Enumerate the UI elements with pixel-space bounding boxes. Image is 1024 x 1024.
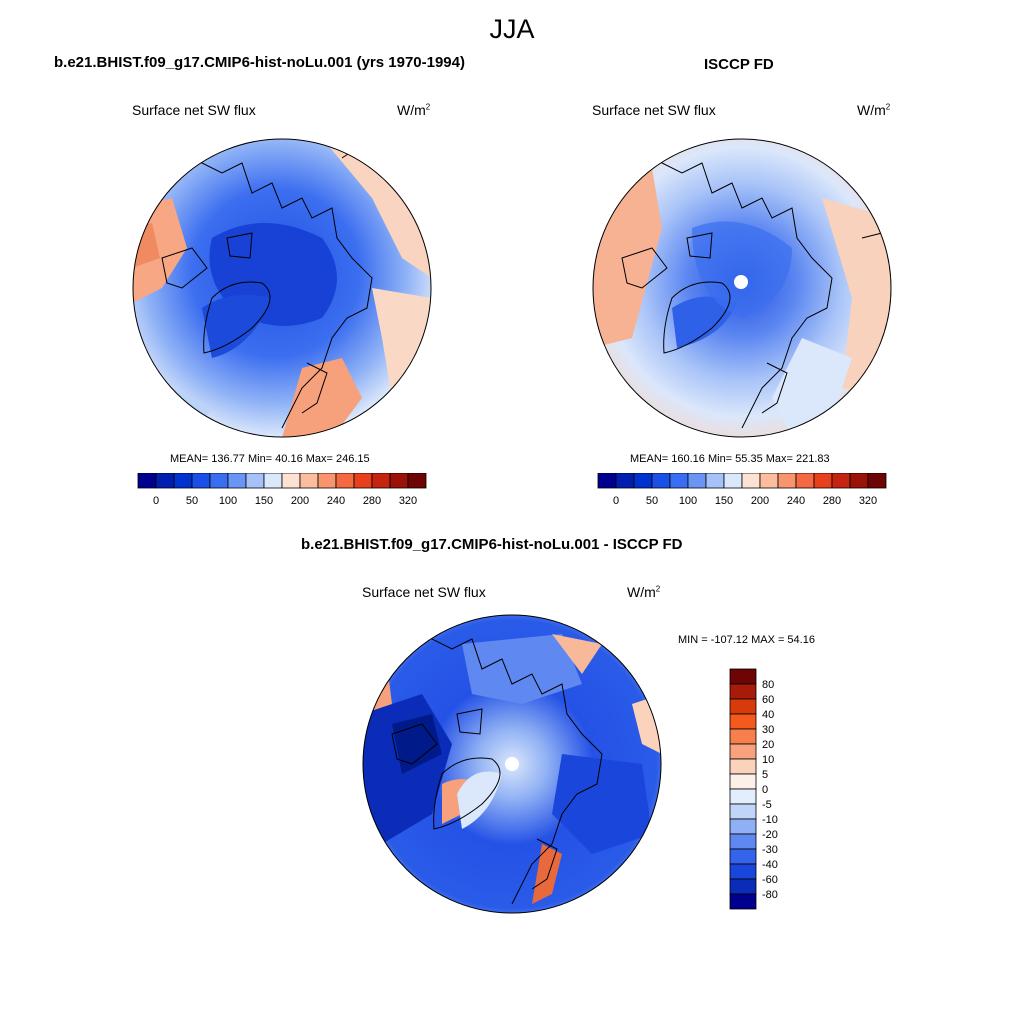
obs-polar-map [592, 138, 892, 438]
model-colorbar-swatch [155, 473, 175, 489]
diff-colorbar-swatch [729, 668, 757, 685]
model-colorbar-swatch [299, 473, 319, 489]
model-colorbar-swatch [389, 473, 409, 489]
model-colorbar-tick-label: 280 [363, 495, 381, 507]
model-colorbar-swatch [209, 473, 229, 489]
obs-colorbar-tick-label: 240 [787, 495, 805, 507]
model-colorbar-swatch [371, 473, 391, 489]
diff-colorbar-tick-label: 80 [762, 679, 774, 691]
obs-colorbar-swatch [723, 473, 743, 489]
obs-colorbar-swatch [759, 473, 779, 489]
model-colorbar-tick-label: 320 [399, 495, 417, 507]
diff-colorbar-swatch [729, 683, 757, 700]
diff-colorbar-tick-label: 0 [762, 784, 768, 796]
diff-units-label: W/m2 [627, 584, 661, 600]
model-colorbar-swatch [245, 473, 265, 489]
obs-colorbar-tick-label: 50 [646, 495, 658, 507]
model-colorbar: 0 50 100 150 200 240 280 320 [137, 473, 427, 507]
diff-colorbar-tick-label: -10 [762, 814, 778, 826]
obs-colorbar-swatch [633, 473, 653, 489]
diff-colorbar-tick-label: -60 [762, 874, 778, 886]
diff-colorbar-tick-label: -80 [762, 889, 778, 901]
obs-colorbar: 0 50 100 150 200 240 280 320 [597, 473, 887, 507]
diff-colorbar-swatch [729, 728, 757, 745]
model-colorbar-swatch [191, 473, 211, 489]
obs-colorbar-swatch [741, 473, 761, 489]
diff-colorbar-swatch [729, 848, 757, 865]
model-colorbar-tick-label: 200 [291, 495, 309, 507]
model-stats: MEAN= 136.77 Min= 40.16 Max= 246.15 [170, 453, 370, 465]
diff-colorbar-tick-label: 20 [762, 739, 774, 751]
model-colorbar-tick-label: 150 [255, 495, 273, 507]
diff-colorbar-tick-label: 40 [762, 709, 774, 721]
diff-colorbar-tick-label: -40 [762, 859, 778, 871]
model-variable-label: Surface net SW flux [132, 102, 256, 118]
diff-colorbar-tick-label: -5 [762, 799, 772, 811]
obs-colorbar-tick-label: 320 [859, 495, 877, 507]
figure-title: JJA [489, 14, 535, 44]
obs-colorbar-swatch [849, 473, 869, 489]
model-colorbar-swatch [227, 473, 247, 489]
obs-colorbar-tick-label: 0 [613, 495, 619, 507]
model-colorbar-swatch [137, 473, 157, 489]
diff-colorbar-swatch [729, 833, 757, 850]
obs-colorbar-swatch [867, 473, 887, 489]
obs-panel-title: ISCCP FD [704, 56, 774, 73]
diff-colorbar-swatch [729, 698, 757, 715]
diff-colorbar-swatch [729, 743, 757, 760]
obs-colorbar-tick-label: 200 [751, 495, 769, 507]
model-colorbar-swatch [353, 473, 373, 489]
diff-colorbar-swatch [729, 893, 757, 910]
obs-colorbar-swatch [705, 473, 725, 489]
diff-colorbar-tick-label: 30 [762, 724, 774, 736]
obs-colorbar-swatch [669, 473, 689, 489]
diff-stats: MIN = -107.12 MAX = 54.16 [678, 634, 815, 646]
model-colorbar-swatch [335, 473, 355, 489]
diff-colorbar-swatch [729, 758, 757, 775]
model-colorbar-swatch [173, 473, 193, 489]
diff-colorbar-tick-label: -20 [762, 829, 778, 841]
obs-colorbar-swatch [687, 473, 707, 489]
diff-colorbar-swatch [729, 863, 757, 880]
diff-colorbar-tick-label: 10 [762, 754, 774, 766]
diff-colorbar-swatch [729, 773, 757, 790]
diff-colorbar-tick-label: -30 [762, 844, 778, 856]
obs-colorbar-swatch [831, 473, 851, 489]
model-colorbar-swatch [281, 473, 301, 489]
diff-colorbar-swatch [729, 878, 757, 895]
obs-colorbar-swatch [597, 473, 617, 489]
diff-panel-title: b.e21.BHIST.f09_g17.CMIP6-hist-noLu.001 … [301, 536, 683, 553]
diff-colorbar-swatch [729, 788, 757, 805]
obs-colorbar-tick-label: 280 [823, 495, 841, 507]
obs-colorbar-swatch [651, 473, 671, 489]
obs-colorbar-swatch [795, 473, 815, 489]
model-polar-map [132, 138, 432, 438]
model-panel-title: b.e21.BHIST.f09_g17.CMIP6-hist-noLu.001 … [54, 54, 465, 71]
model-colorbar-tick-label: 100 [219, 495, 237, 507]
obs-variable-label: Surface net SW flux [592, 102, 716, 118]
diff-colorbar-tick-label: 5 [762, 769, 768, 781]
model-colorbar-swatch [263, 473, 283, 489]
obs-stats: MEAN= 160.16 Min= 55.35 Max= 221.83 [630, 453, 830, 465]
diff-variable-label: Surface net SW flux [362, 584, 486, 600]
obs-units-label: W/m2 [857, 102, 891, 118]
model-colorbar-tick-label: 50 [186, 495, 198, 507]
diff-colorbar-swatch [729, 803, 757, 820]
diff-colorbar: 80 60 40 30 20 10 5 0 -5 -10 -20 -30 -40 -60 -80 [729, 668, 778, 910]
obs-colorbar-tick-label: 150 [715, 495, 733, 507]
diff-colorbar-swatch [729, 713, 757, 730]
diff-colorbar-swatch [729, 818, 757, 835]
model-units-label: W/m2 [397, 102, 431, 118]
obs-colorbar-swatch [615, 473, 635, 489]
model-colorbar-swatch [407, 473, 427, 489]
model-colorbar-swatch [317, 473, 337, 489]
diff-polar-map [362, 614, 662, 914]
model-colorbar-tick-label: 0 [153, 495, 159, 507]
obs-colorbar-swatch [777, 473, 797, 489]
obs-colorbar-tick-label: 100 [679, 495, 697, 507]
obs-colorbar-swatch [813, 473, 833, 489]
diff-colorbar-tick-label: 60 [762, 694, 774, 706]
model-colorbar-tick-label: 240 [327, 495, 345, 507]
